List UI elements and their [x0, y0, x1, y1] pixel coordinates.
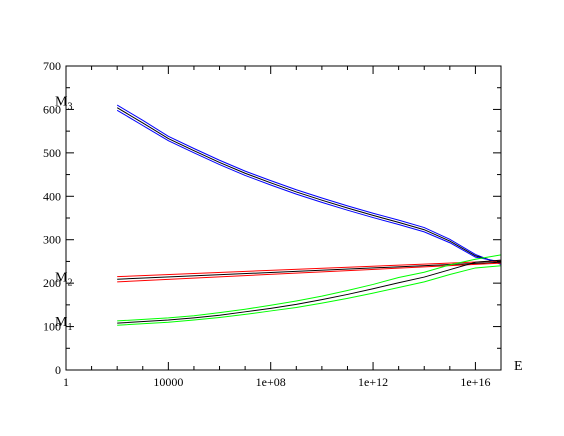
labels-layer: 1 10000 1e+08 1e+12 1e+16 0 100 200 300 400 500 600…	[43, 59, 490, 389]
y-tick-label: 400	[43, 189, 61, 203]
x-tick-label: 1	[63, 375, 69, 389]
x-tick-label: 1e+12	[358, 375, 388, 389]
series-layer	[116, 104, 502, 326]
series-line-m1-8	[117, 265, 502, 326]
series-line-m1-6	[117, 254, 502, 322]
annotation-m2: M2	[55, 271, 72, 289]
series-line-m3-0	[116, 104, 502, 265]
y-tick-label: 600	[43, 102, 61, 116]
series-line-m2-5	[117, 262, 502, 283]
x-tick-label: 1e+16	[460, 375, 490, 389]
annotation-m1: M1	[55, 315, 72, 333]
x-axis-title: E	[514, 359, 523, 374]
series-line-m2-3	[117, 260, 502, 278]
y-tick-label: 300	[43, 233, 61, 247]
series-line-m2-4	[117, 261, 502, 280]
y-tick-label: 100	[43, 320, 61, 334]
series-line-m3-1	[116, 107, 502, 264]
y-tick-label: 700	[43, 59, 61, 73]
y-tick-label: 0	[55, 363, 61, 377]
ticks-layer	[65, 65, 502, 371]
annotation-m3: M3	[55, 95, 72, 113]
y-tick-label: 200	[43, 276, 61, 290]
series-line-m3-2	[116, 109, 502, 263]
x-tick-label: 1e+08	[256, 375, 286, 389]
annotation-layer: M3 M2 M1	[55, 95, 72, 333]
x-tick-label: 10000	[153, 375, 183, 389]
y-tick-label: 500	[43, 146, 61, 160]
series-line-m1-7	[117, 259, 502, 324]
